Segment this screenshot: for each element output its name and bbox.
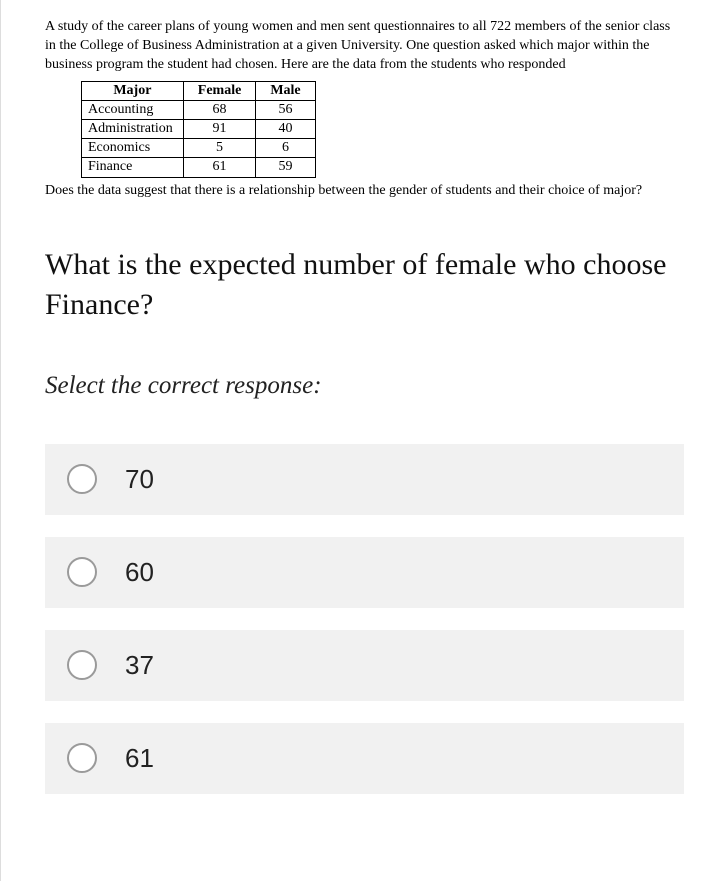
instruction-text: Select the correct response: — [45, 372, 684, 400]
col-major: Major — [82, 81, 184, 100]
cell-major: Accounting — [82, 100, 184, 119]
radio-icon — [67, 650, 97, 680]
radio-icon — [67, 464, 97, 494]
cell-male: 6 — [256, 139, 315, 158]
option-2[interactable]: 37 — [45, 630, 684, 701]
option-label: 60 — [125, 557, 154, 588]
cell-major: Economics — [82, 139, 184, 158]
cell-male: 56 — [256, 100, 315, 119]
radio-icon — [67, 743, 97, 773]
cell-female: 61 — [183, 158, 256, 177]
option-label: 70 — [125, 464, 154, 495]
cell-major: Administration — [82, 120, 184, 139]
option-label: 61 — [125, 743, 154, 774]
options-group: 70 60 37 61 — [45, 444, 684, 794]
option-1[interactable]: 60 — [45, 537, 684, 608]
option-label: 37 — [125, 650, 154, 681]
cell-major: Finance — [82, 158, 184, 177]
table-header-row: Major Female Male — [82, 81, 316, 100]
option-3[interactable]: 61 — [45, 723, 684, 794]
problem-followup: Does the data suggest that there is a re… — [45, 182, 684, 201]
cell-male: 59 — [256, 158, 315, 177]
table-row: Finance 61 59 — [82, 158, 316, 177]
table-row: Economics 5 6 — [82, 139, 316, 158]
cell-female: 5 — [183, 139, 256, 158]
problem-intro: A study of the career plans of young wom… — [45, 18, 684, 75]
table-row: Administration 91 40 — [82, 120, 316, 139]
question-text: What is the expected number of female wh… — [45, 245, 684, 326]
option-0[interactable]: 70 — [45, 444, 684, 515]
cell-female: 91 — [183, 120, 256, 139]
table-row: Accounting 68 56 — [82, 100, 316, 119]
cell-female: 68 — [183, 100, 256, 119]
data-table: Major Female Male Accounting 68 56 Admin… — [81, 81, 316, 178]
radio-icon — [67, 557, 97, 587]
cell-male: 40 — [256, 120, 315, 139]
col-female: Female — [183, 81, 256, 100]
col-male: Male — [256, 81, 315, 100]
